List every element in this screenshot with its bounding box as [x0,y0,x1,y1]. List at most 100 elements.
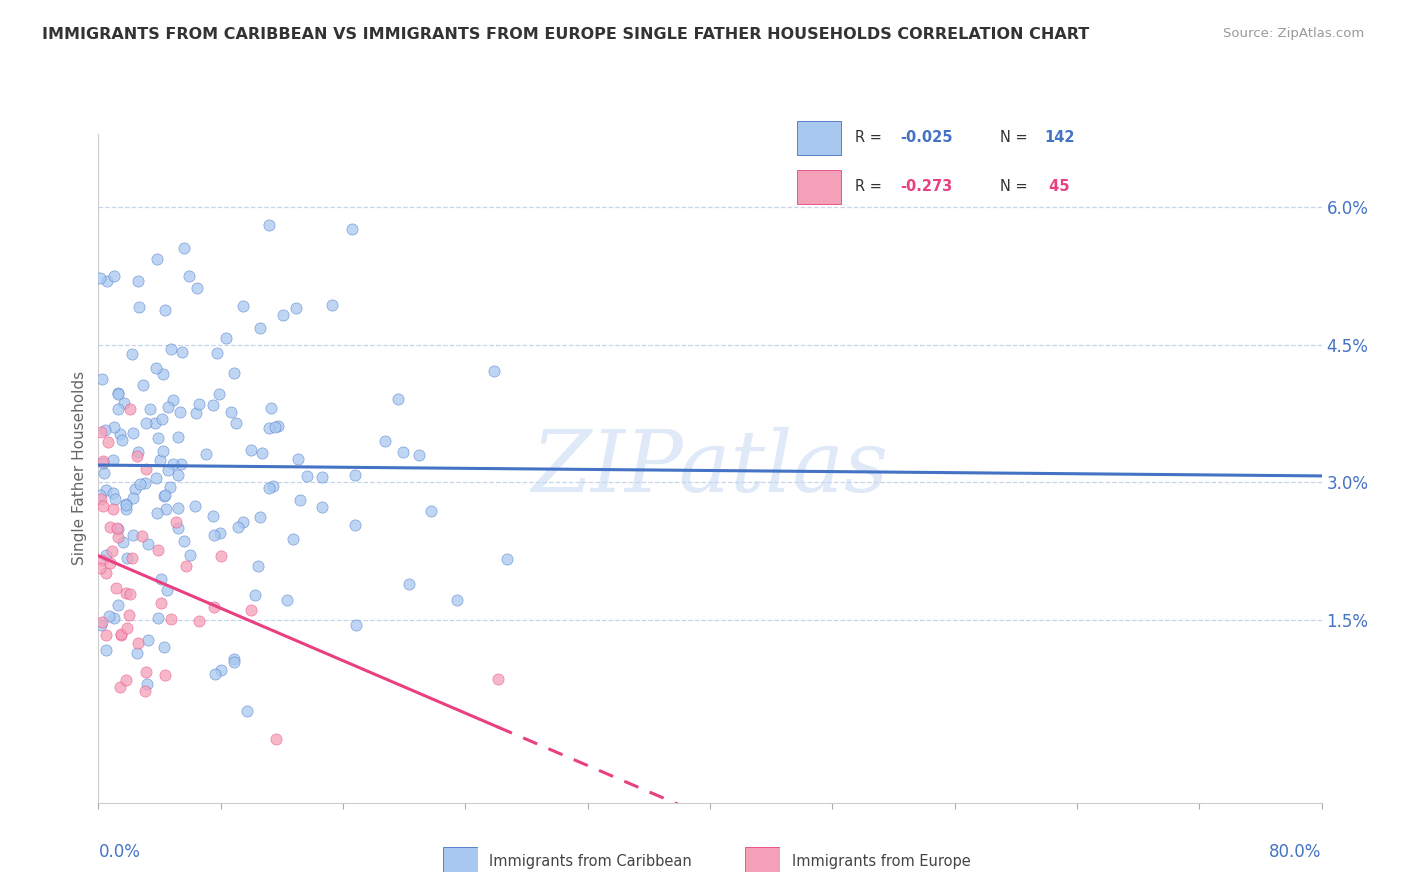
Point [392,444,415,458]
Point [122,528,145,542]
Point [115,586,138,600]
Point [139,402,162,417]
Point [93,423,115,437]
Point [115,551,138,566]
Point [374,434,396,449]
Text: 45: 45 [1043,179,1070,194]
Bar [797,170,841,204]
Point [127,636,149,650]
Point [257,219,280,233]
Point [226,520,249,534]
Point [170,457,193,471]
Point [96,643,118,657]
Point [169,405,191,419]
Point [103,485,125,500]
Point [121,551,143,566]
Point [105,521,128,535]
Point [340,222,363,236]
Point [145,416,167,430]
Point [243,589,266,603]
Point [311,470,333,484]
Text: 80.0%: 80.0% [1270,843,1322,861]
Point [134,475,156,490]
Point [486,672,509,686]
Point [128,300,150,314]
Point [156,463,179,477]
Point [101,453,124,467]
Point [202,508,225,523]
Point [107,599,129,613]
Point [101,544,124,558]
Point [257,481,280,495]
Point [160,612,183,626]
Text: -0.025: -0.025 [900,130,953,145]
Point [153,303,176,318]
Point [135,665,157,679]
Point [107,530,129,544]
Point [183,499,205,513]
Point [344,467,367,482]
Point [205,346,228,360]
Point [94,548,117,562]
Point [149,453,172,467]
Point [250,446,273,460]
Point [170,344,193,359]
Point [152,367,174,381]
Point [156,400,179,414]
Point [162,458,184,472]
Point [115,501,138,516]
Point [153,489,176,503]
Point [91,615,114,629]
Point [166,520,188,534]
Point [97,434,120,449]
Point [387,392,409,406]
Point [287,451,309,466]
Point [398,576,420,591]
Point [225,416,247,430]
Point [125,646,148,660]
Point [202,398,225,412]
Point [91,457,114,471]
Point [186,281,208,295]
Point [100,520,122,534]
Point [240,442,263,457]
Point [264,420,287,434]
Point [110,628,132,642]
Point [136,677,159,691]
Point [90,492,112,507]
Point [146,431,169,445]
Point [295,469,318,483]
Point [166,430,188,444]
Point [209,525,232,540]
Point [174,559,197,574]
Point [215,331,238,345]
Point [195,447,218,461]
Point [146,506,169,520]
Point [115,622,138,636]
Point [146,543,169,558]
Point [179,268,201,283]
Point [153,488,176,502]
Point [134,684,156,698]
Point [103,610,125,624]
Point [284,301,307,315]
Point [187,397,209,411]
Point [108,426,131,441]
Point [101,502,124,516]
Point [209,549,232,564]
Point [94,483,117,497]
Point [264,731,287,746]
Point [132,377,155,392]
Point [224,652,246,666]
Point [111,434,134,448]
Point [120,401,142,416]
Point [249,321,271,335]
Point [236,704,259,718]
Point [186,406,208,420]
Point [107,385,129,400]
Point [257,421,280,435]
Point [222,366,245,380]
Point [112,396,135,410]
Point [115,673,138,687]
Point [276,592,298,607]
